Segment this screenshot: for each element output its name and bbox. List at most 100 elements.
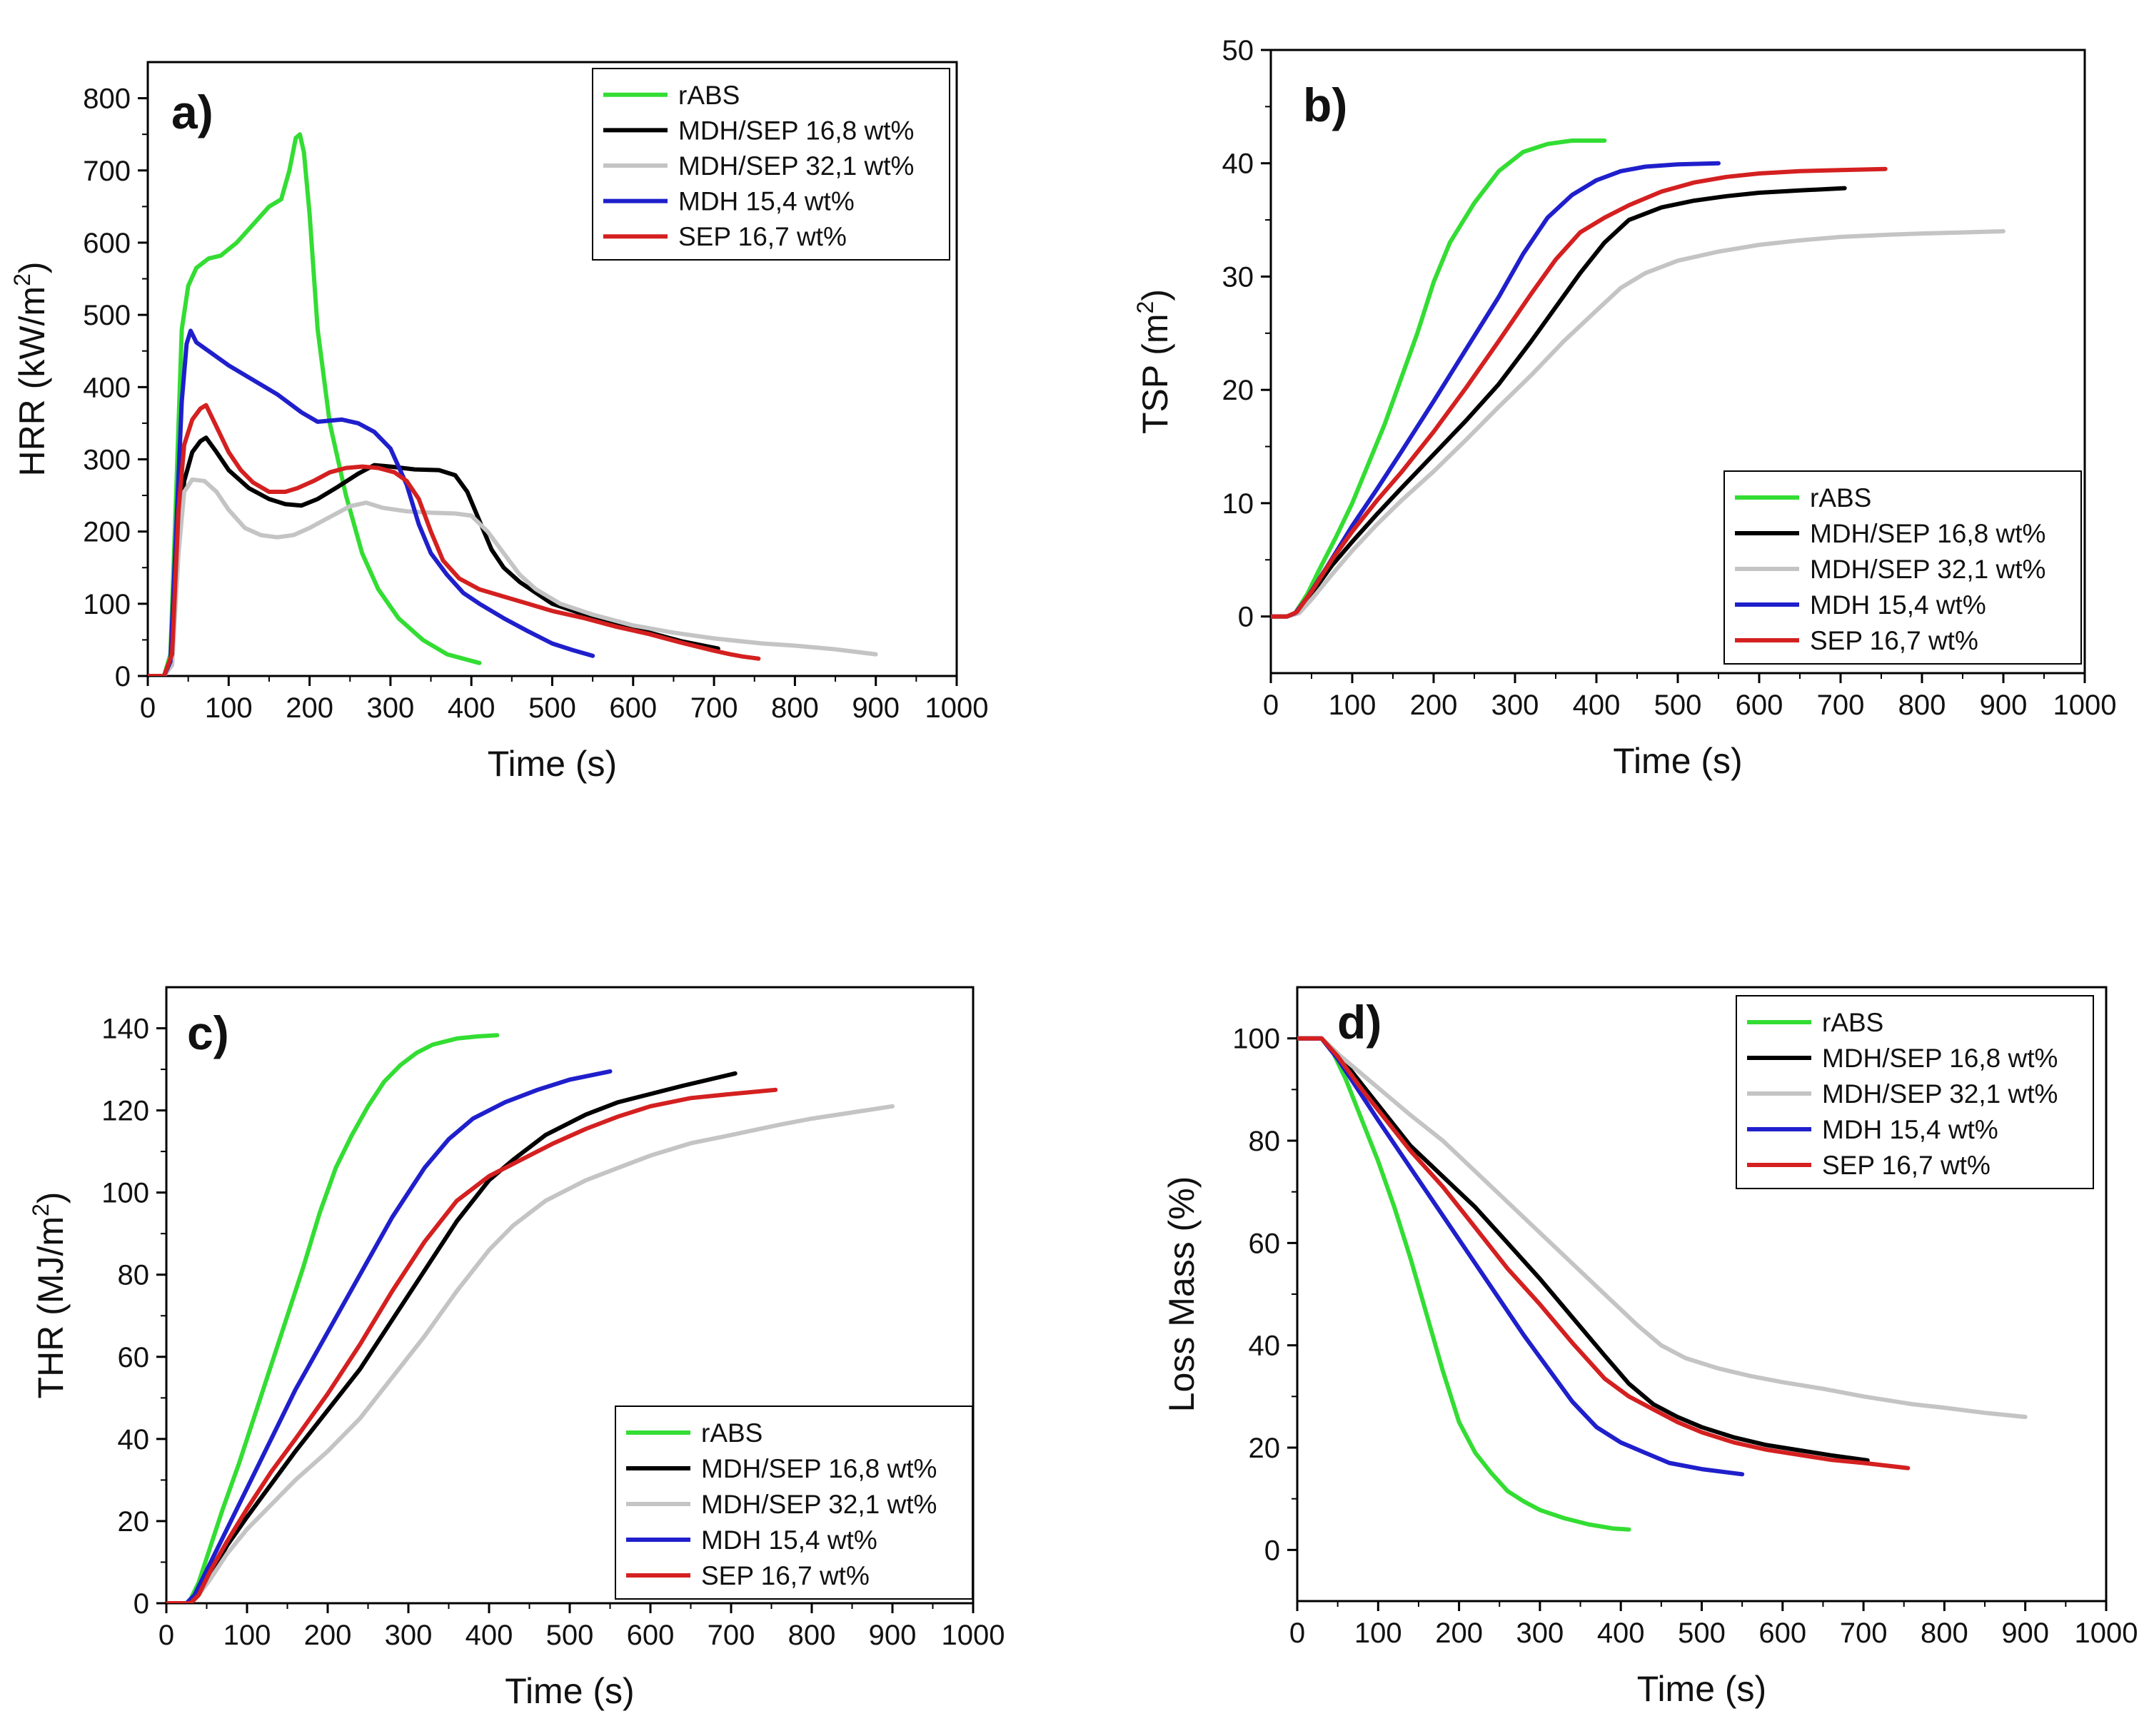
y-tick-label: 800 [83, 84, 131, 115]
legend-label: rABS [678, 81, 740, 110]
series-line-mdh-sep-16-8-wt [1297, 1036, 1870, 1463]
x-tick-label: 0 [140, 692, 156, 724]
legend-label: MDH/SEP 16,8 wt% [701, 1454, 937, 1483]
panel-label: b) [1303, 79, 1347, 131]
legend-label: SEP 16,7 wt% [1822, 1151, 1991, 1180]
legend: rABS MDH/SEP 16,8 wt% MDH/SEP 32,1 wt% MDH … [615, 1406, 973, 1600]
x-tick-label: 900 [852, 692, 900, 724]
x-tick-label: 800 [771, 692, 819, 724]
x-tick-label: 500 [528, 692, 576, 724]
y-tick-label: 140 [101, 1014, 149, 1045]
legend-label: MDH/SEP 16,8 wt% [678, 116, 914, 145]
x-tick-label: 400 [1573, 690, 1621, 721]
y-axis-label-end: ) [31, 1192, 71, 1204]
y-tick-label: 500 [83, 300, 131, 331]
series-line-mdh-sep-32-1-wt [148, 477, 878, 676]
x-tick-label: 100 [223, 1620, 271, 1651]
x-tick-label: 700 [708, 1620, 755, 1651]
y-axis-label: TSP (m2) [1132, 289, 1175, 434]
x-tick-label: 500 [546, 1620, 594, 1651]
panel-label: a) [171, 86, 213, 138]
series-line-mdh-sep-32-1-wt [1297, 1036, 2028, 1419]
x-tick-label: 1000 [2075, 1618, 2138, 1649]
y-axis-label-text: Loss Mass (%) [1162, 1176, 1202, 1413]
x-tick-label: 800 [1921, 1618, 1968, 1649]
y-tick-label: 20 [1249, 1433, 1281, 1464]
y-tick-label: 60 [1249, 1228, 1281, 1259]
y-tick-label: 120 [101, 1096, 149, 1127]
x-tick-label: 1000 [2053, 690, 2117, 721]
y-axis-label-text: THR (MJ/m [31, 1216, 71, 1399]
series-line-mdh-15-4-wt [166, 1069, 613, 1603]
series-line-mdh-sep-16-8-wt [148, 435, 720, 676]
legend-label: MDH 15,4 wt% [701, 1525, 877, 1555]
chart-panel-3: 0 100 200 300 400 500 600 700 800 900 1000 0 20 40 60 8… [28, 986, 1005, 1711]
x-tick-label: 400 [465, 1620, 513, 1651]
x-tick-label: 800 [1898, 690, 1946, 721]
x-axis-label: Time (s) [1613, 741, 1742, 781]
x-tick-label: 200 [1435, 1618, 1483, 1649]
y-tick-label: 20 [118, 1506, 150, 1538]
x-tick-label: 1000 [942, 1620, 1005, 1651]
legend: rABS MDH/SEP 16,8 wt% MDH/SEP 32,1 wt% MDH … [1723, 470, 2082, 665]
legend: rABS MDH/SEP 16,8 wt% MDH/SEP 32,1 wt% MDH … [592, 68, 950, 261]
panel-label: c) [187, 1006, 229, 1059]
x-tick-label: 700 [1840, 1618, 1888, 1649]
y-axis-label-superscript: 2 [1132, 301, 1158, 314]
series-line-rabs [166, 1033, 500, 1603]
y-axis-label-text: TSP (m [1135, 313, 1175, 434]
y-axis-label: Loss Mass (%) [1162, 1176, 1202, 1413]
x-tick-label: 500 [1654, 690, 1702, 721]
series-line-sep-16-7-wt [148, 403, 761, 676]
y-axis-label-text: HRR (kW/m [12, 286, 52, 477]
y-axis-label: HRR (kW/m2) [9, 261, 52, 476]
y-tick-label: 40 [118, 1424, 150, 1455]
series-line-mdh-15-4-wt [1297, 1036, 1745, 1477]
x-tick-label: 100 [205, 692, 253, 724]
x-tick-label: 400 [448, 692, 495, 724]
x-tick-label: 200 [286, 692, 333, 724]
x-tick-label: 600 [627, 1620, 675, 1651]
legend-label: MDH/SEP 16,8 wt% [1822, 1044, 2058, 1073]
x-tick-label: 900 [2001, 1618, 2049, 1649]
y-tick-label: 100 [1232, 1024, 1280, 1055]
legend-label: MDH/SEP 32,1 wt% [678, 151, 914, 181]
legend-label: rABS [1822, 1008, 1883, 1037]
y-tick-label: 30 [1222, 261, 1254, 293]
y-tick-label: 0 [134, 1588, 149, 1620]
y-tick-label: 0 [115, 661, 131, 692]
x-tick-label: 300 [1491, 690, 1539, 721]
legend-label: MDH 15,4 wt% [1810, 590, 1986, 620]
legend-label: SEP 16,7 wt% [1810, 626, 1978, 655]
y-tick-label: 20 [1222, 375, 1254, 406]
x-axis-label: Time (s) [1637, 1669, 1766, 1709]
series-line-rabs [148, 132, 482, 676]
chart-panel-4: 0 100 200 300 400 500 600 700 800 900 1000 0 20 40 60 8… [1162, 986, 2138, 1709]
legend-label: MDH/SEP 32,1 wt% [1822, 1079, 2058, 1109]
legend: rABS MDH/SEP 16,8 wt% MDH/SEP 32,1 wt% MDH … [1736, 995, 2094, 1189]
x-tick-label: 300 [367, 692, 415, 724]
x-tick-label: 700 [1817, 690, 1865, 721]
legend-label: MDH 15,4 wt% [678, 187, 855, 216]
y-tick-label: 300 [83, 444, 131, 475]
y-axis-label-end: ) [1135, 289, 1175, 301]
series-line-mdh-sep-32-1-wt [1271, 229, 2005, 619]
x-tick-label: 0 [1289, 1618, 1305, 1649]
y-tick-label: 600 [83, 228, 131, 259]
y-axis-label-end: ) [12, 261, 52, 273]
x-tick-label: 100 [1329, 690, 1377, 721]
legend-label: SEP 16,7 wt% [678, 222, 847, 251]
x-tick-label: 100 [1354, 1618, 1402, 1649]
x-tick-label: 500 [1678, 1618, 1726, 1649]
y-axis-label-superscript: 2 [28, 1203, 54, 1216]
y-tick-label: 80 [118, 1260, 150, 1291]
y-tick-label: 100 [101, 1178, 149, 1209]
x-tick-label: 700 [690, 692, 738, 724]
y-tick-label: 0 [1264, 1535, 1280, 1566]
x-tick-label: 0 [158, 1620, 174, 1651]
series-line-sep-16-7-wt [166, 1087, 778, 1603]
x-tick-label: 900 [869, 1620, 917, 1651]
chart-panel-1: 0 100 200 300 400 500 600 700 800 900 1000 0 100 200 3… [9, 61, 988, 784]
x-tick-label: 400 [1597, 1618, 1645, 1649]
